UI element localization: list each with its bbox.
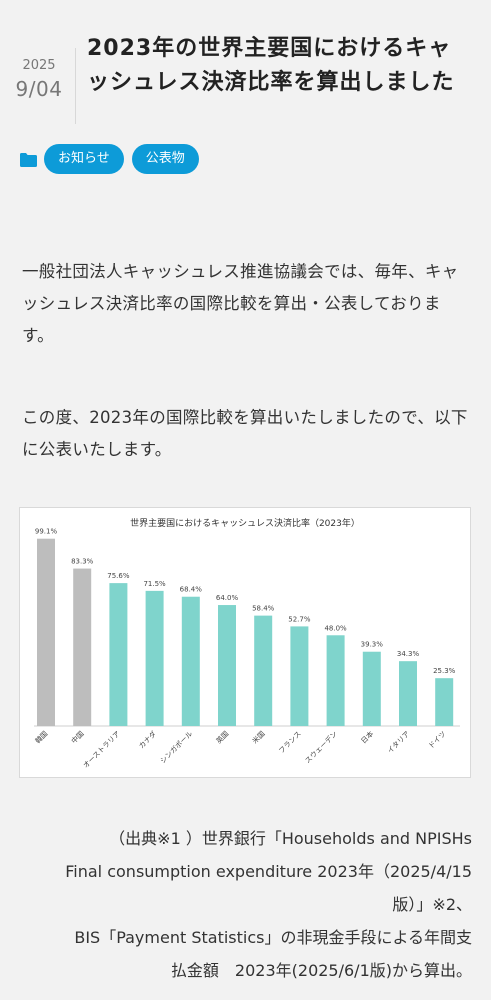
post-month-day: 9/04	[15, 77, 63, 101]
intro-paragraph: 一般社団法人キャッシュレス推進協議会では、毎年、キャッシュレス決済比率の国際比較…	[22, 262, 459, 345]
category-label: フランス	[277, 730, 302, 755]
source-line-1: （出典※1 ）世界銀行「Households and NPISHs	[109, 829, 472, 848]
chart-canvas: 世界主要国におけるキャッシュレス決済比率（2023年） 99.1% 韓国 83.3%…	[33, 517, 460, 770]
date-divider	[75, 48, 76, 124]
bar-5	[218, 605, 236, 726]
category-label: 英国	[214, 729, 230, 745]
cashless-ratio-chart: 世界主要国におけるキャッシュレス決済比率（2023年） 99.1% 韓国 83.3%…	[19, 507, 471, 778]
post-date: 2025 9/04	[0, 58, 78, 101]
bar-value-label: 68.4%	[180, 586, 203, 594]
bar-value-label: 64.0%	[216, 594, 239, 602]
bar-value-label: 75.6%	[107, 572, 130, 580]
bar-value-label: 58.4%	[252, 605, 275, 613]
bar-3	[145, 590, 164, 726]
bar-2	[109, 583, 128, 726]
bar-value-label: 99.1%	[35, 528, 58, 536]
category-label: 日本	[359, 729, 375, 745]
bar-group: 99.1% 韓国 83.3% 中国 75.6% オーストラリア 71.5% カナダ 68.4% シ…	[33, 528, 456, 770]
bar-1	[73, 568, 92, 726]
chart-title: 世界主要国におけるキャッシュレス決済比率（2023年）	[130, 517, 360, 529]
category-label: オーストラリア	[82, 730, 122, 770]
bar-value-label: 34.3%	[397, 650, 420, 658]
bar-value-label: 39.3%	[361, 641, 384, 649]
category-label: 韓国	[33, 729, 49, 745]
tag-news[interactable]: お知らせ	[44, 144, 124, 174]
announcement-paragraph: この度、2023年の国際比較を算出いたしましたので、以下に公表いたします。	[22, 408, 468, 459]
category-label: 米国	[250, 729, 266, 745]
bar-value-label: 52.7%	[288, 615, 311, 623]
bar-11	[435, 678, 454, 726]
category-label: スウェーデン	[303, 729, 339, 765]
category-label: カナダ	[137, 729, 158, 750]
category-list: お知らせ 公表物	[20, 144, 207, 174]
source-line-4: BIS「Payment Statistics」の非現金手段による年間支	[74, 928, 472, 947]
source-line-3: 版）」※2、	[392, 895, 472, 914]
post-year: 2025	[22, 58, 56, 73]
bar-value-label: 83.3%	[71, 558, 94, 566]
page-title: 2023年の世界主要国におけるキャッシュレス決済比率を算出しました	[87, 36, 455, 95]
bar-8	[326, 635, 345, 726]
bar-0	[37, 538, 55, 726]
bar-value-label: 48.0%	[324, 624, 347, 632]
bar-value-label: 71.5%	[143, 580, 166, 588]
source-note: （出典※1 ）世界銀行「Households and NPISHs Final …	[20, 822, 472, 987]
tag-publications[interactable]: 公表物	[131, 144, 199, 174]
category-label: シンガポール	[158, 729, 194, 765]
folder-icon	[20, 152, 37, 167]
category-label: ドイツ	[427, 730, 448, 751]
bar-9	[362, 651, 381, 726]
bar-10	[399, 661, 417, 726]
category-label: 中国	[69, 729, 85, 745]
category-label: イタリア	[385, 729, 411, 755]
source-line-5: 払金額 2023年(2025/6/1版)から算出。	[170, 961, 472, 980]
bar-6	[254, 615, 273, 726]
bar-value-label: 25.3%	[433, 667, 456, 675]
bar-7	[290, 626, 309, 726]
source-line-2: Final consumption expenditure 2023年（2025…	[65, 862, 472, 881]
bar-4	[181, 596, 200, 726]
